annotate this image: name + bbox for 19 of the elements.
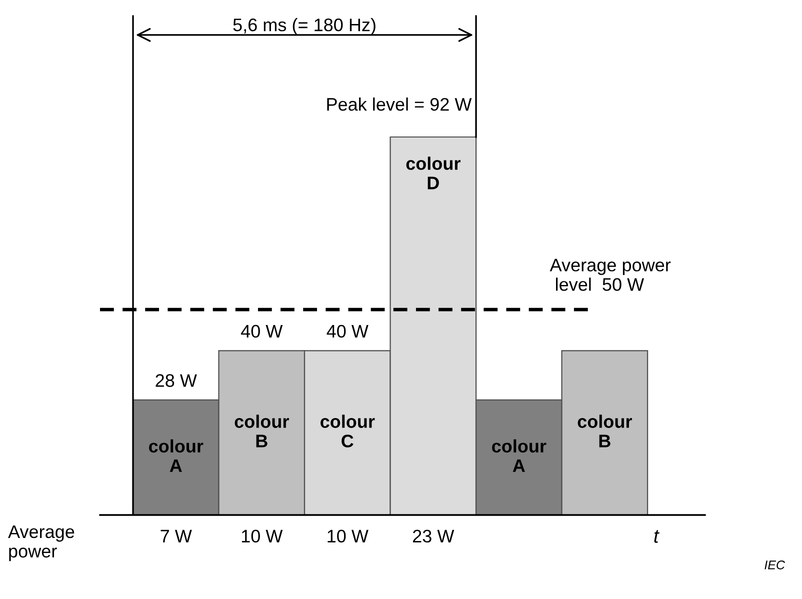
- x-tick-label: colour C: [320, 414, 375, 448]
- annotation: Peak level = 92 W: [327, 97, 472, 111]
- data-label: 40 W: [240, 324, 283, 338]
- data-label: 40 W: [326, 324, 368, 338]
- text: 23 W: [412, 530, 454, 543]
- text: IEC: [764, 560, 786, 570]
- x-tick-label: colour D: [406, 156, 460, 190]
- x-tick-label: colour A: [149, 439, 204, 472]
- x-tick-label: colour B: [234, 414, 289, 448]
- text: Average power: [8, 526, 74, 562]
- ref-line-label: Average power level 50 W: [550, 258, 671, 291]
- text: 5,6 ms (= 180 Hz): [233, 18, 376, 35]
- x-tick-label: colour A: [492, 439, 546, 472]
- text: 7 W: [160, 530, 192, 542]
- x-tick-label: colour B: [578, 414, 632, 448]
- x-axis-title: t: [654, 530, 660, 543]
- data-label: 28 W: [156, 374, 197, 387]
- text: 10 W: [328, 530, 368, 543]
- text: 10 W: [242, 530, 283, 543]
